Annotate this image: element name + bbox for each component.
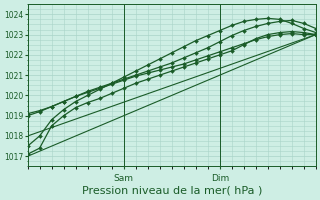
X-axis label: Pression niveau de la mer( hPa ): Pression niveau de la mer( hPa )	[82, 186, 262, 196]
